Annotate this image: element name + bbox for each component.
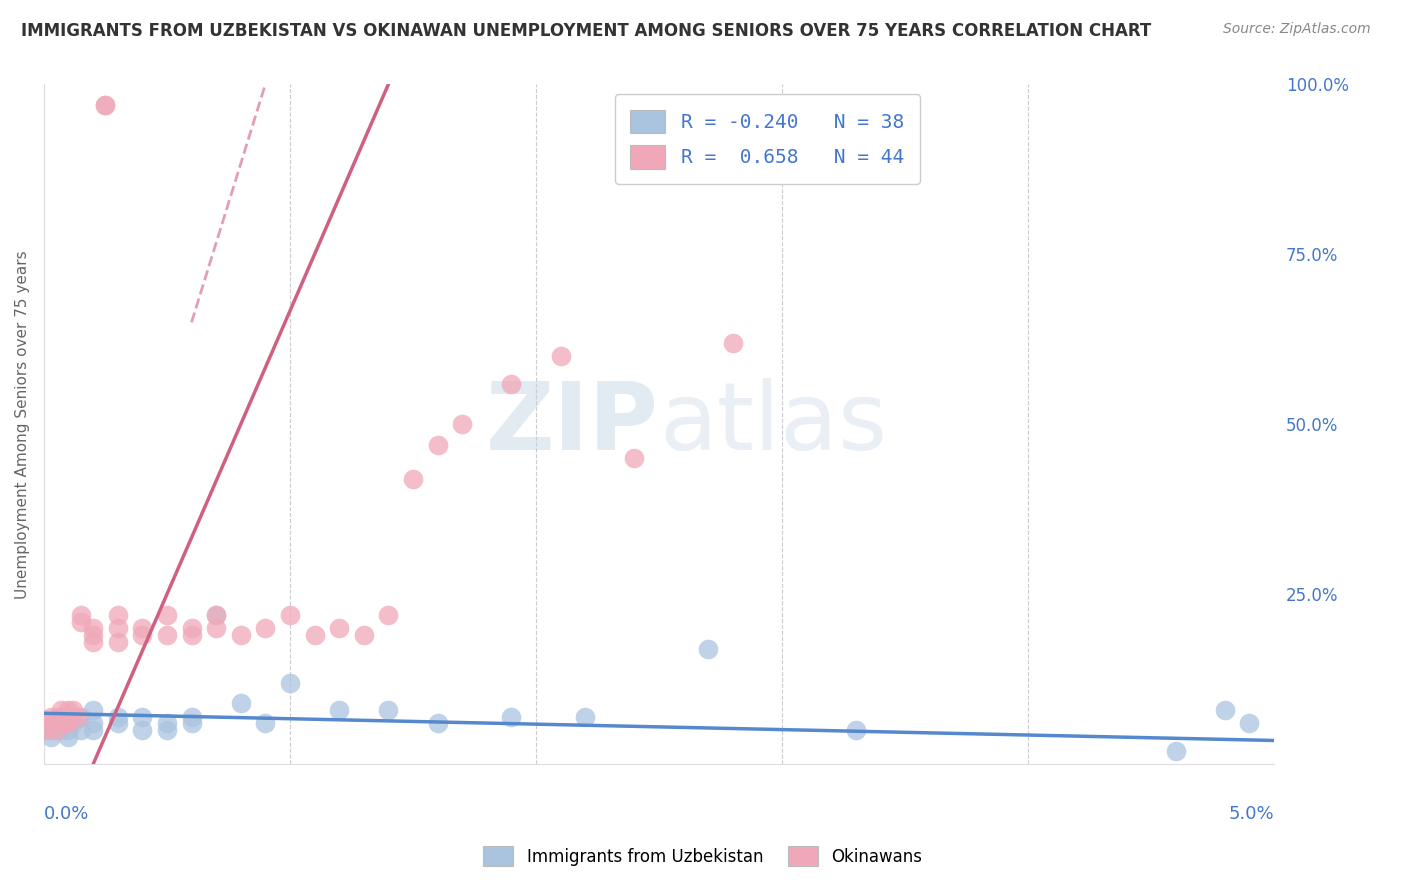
Point xyxy=(426,716,449,731)
Point xyxy=(82,635,104,649)
Point xyxy=(82,703,104,717)
Text: 0.0%: 0.0% xyxy=(44,805,89,823)
Point xyxy=(501,376,523,391)
Point xyxy=(426,438,449,452)
Point xyxy=(254,621,277,635)
Point xyxy=(94,98,117,112)
Point xyxy=(254,716,277,731)
Point xyxy=(35,723,58,738)
Point xyxy=(574,709,596,723)
Point xyxy=(58,709,80,723)
Point xyxy=(402,472,425,486)
Point xyxy=(304,628,326,642)
Point xyxy=(107,709,129,723)
Point xyxy=(94,98,117,112)
Point xyxy=(107,716,129,731)
Point xyxy=(58,703,80,717)
Point xyxy=(58,716,80,731)
Point xyxy=(107,621,129,635)
Point xyxy=(39,730,62,744)
Point xyxy=(180,621,202,635)
Point xyxy=(39,709,62,723)
Point xyxy=(1164,744,1187,758)
Point xyxy=(205,607,228,622)
Point xyxy=(721,335,744,350)
Point xyxy=(205,621,228,635)
Point xyxy=(48,709,70,723)
Point xyxy=(205,607,228,622)
Point xyxy=(377,607,399,622)
Point xyxy=(156,607,179,622)
Point xyxy=(229,696,252,710)
Point xyxy=(45,723,67,738)
Point xyxy=(48,709,70,723)
Point xyxy=(697,641,720,656)
Point xyxy=(107,607,129,622)
Point xyxy=(180,716,202,731)
Point xyxy=(156,716,179,731)
Point xyxy=(62,716,84,731)
Point xyxy=(69,723,91,738)
Point xyxy=(180,709,202,723)
Point xyxy=(501,709,523,723)
Point xyxy=(377,703,399,717)
Point xyxy=(107,635,129,649)
Point xyxy=(42,716,65,731)
Point xyxy=(278,675,301,690)
Point xyxy=(69,615,91,629)
Point xyxy=(82,621,104,635)
Legend: Immigrants from Uzbekistan, Okinawans: Immigrants from Uzbekistan, Okinawans xyxy=(475,838,931,875)
Point xyxy=(45,723,67,738)
Point xyxy=(845,723,868,738)
Point xyxy=(58,730,80,744)
Point xyxy=(550,350,572,364)
Point xyxy=(58,709,80,723)
Point xyxy=(62,703,84,717)
Point xyxy=(131,723,153,738)
Point xyxy=(69,607,91,622)
Point xyxy=(1213,703,1236,717)
Point xyxy=(69,709,91,723)
Point xyxy=(1239,716,1261,731)
Y-axis label: Unemployment Among Seniors over 75 years: Unemployment Among Seniors over 75 years xyxy=(15,250,30,599)
Point xyxy=(328,621,350,635)
Point xyxy=(156,723,179,738)
Point xyxy=(131,621,153,635)
Point xyxy=(451,417,474,432)
Text: 5.0%: 5.0% xyxy=(1229,805,1274,823)
Point xyxy=(82,628,104,642)
Point xyxy=(131,628,153,642)
Point xyxy=(229,628,252,642)
Point xyxy=(52,716,75,731)
Text: atlas: atlas xyxy=(659,378,887,470)
Text: Source: ZipAtlas.com: Source: ZipAtlas.com xyxy=(1223,22,1371,37)
Point xyxy=(623,451,645,466)
Point xyxy=(353,628,375,642)
Point xyxy=(38,723,60,738)
Point xyxy=(180,628,202,642)
Point xyxy=(156,628,179,642)
Point xyxy=(328,703,350,717)
Point xyxy=(82,716,104,731)
Point xyxy=(278,607,301,622)
Point xyxy=(38,716,60,731)
Point xyxy=(67,709,90,723)
Text: ZIP: ZIP xyxy=(486,378,659,470)
Point xyxy=(58,723,80,738)
Point xyxy=(42,716,65,731)
Text: IMMIGRANTS FROM UZBEKISTAN VS OKINAWAN UNEMPLOYMENT AMONG SENIORS OVER 75 YEARS : IMMIGRANTS FROM UZBEKISTAN VS OKINAWAN U… xyxy=(21,22,1152,40)
Point xyxy=(82,723,104,738)
Point xyxy=(131,709,153,723)
Point xyxy=(49,723,72,738)
Point xyxy=(52,716,75,731)
Point xyxy=(49,703,72,717)
Legend: R = -0.240   N = 38, R =  0.658   N = 44: R = -0.240 N = 38, R = 0.658 N = 44 xyxy=(614,95,920,185)
